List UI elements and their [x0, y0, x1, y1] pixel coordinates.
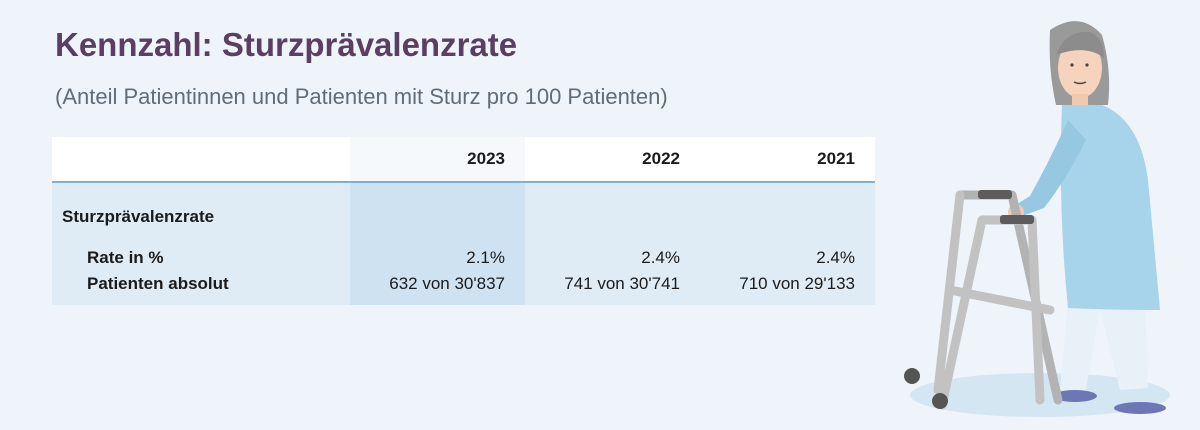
header-year-2021: 2021	[700, 137, 875, 183]
table-cell	[350, 182, 525, 241]
table-cell: 2.4%	[525, 241, 700, 271]
walker-grip	[978, 190, 1012, 199]
trousers	[1060, 300, 1148, 395]
table-cell: 632 von 30'837	[350, 271, 525, 305]
arm	[1014, 120, 1086, 216]
right-shoe	[1114, 402, 1166, 414]
walker-grip	[1000, 215, 1034, 224]
header-year-2023: 2023	[350, 137, 525, 183]
table-cell	[525, 182, 700, 241]
walker-wheel	[904, 368, 920, 384]
table-cell: 2.4%	[700, 241, 875, 271]
kpi-table: 2023 2022 2021 Sturzprävalenzrate Rate i…	[52, 137, 875, 305]
left-shoe	[1053, 390, 1097, 402]
section-label: Sturzprävalenzrate	[52, 182, 350, 241]
table-cell: 710 von 29'133	[700, 271, 875, 305]
left-eye	[1070, 63, 1074, 67]
row-label-rate: Rate in %	[52, 241, 350, 271]
hair-fringe	[1056, 31, 1104, 58]
table-cell: 741 von 30'741	[525, 271, 700, 305]
table-cell	[700, 182, 875, 241]
page-title: Kennzahl: Sturzprävalenzrate	[55, 26, 518, 63]
gown	[1060, 105, 1160, 310]
table-cell: 2.1%	[350, 241, 525, 271]
right-eye	[1085, 63, 1089, 67]
table-header-row: 2023 2022 2021	[52, 137, 875, 183]
row-label-absolute: Patienten absolut	[52, 271, 350, 305]
table-section-row: Sturzprävalenzrate	[52, 182, 875, 241]
face	[1058, 38, 1102, 98]
walker-wheel	[932, 393, 948, 409]
mouth	[1073, 81, 1087, 85]
table-row: Rate in % 2.1% 2.4% 2.4%	[52, 241, 875, 271]
elderly-woman-walker-illustration	[904, 21, 1170, 417]
table-row: Patienten absolut 632 von 30'837 741 von…	[52, 271, 875, 305]
page-subtitle: (Anteil Patientinnen und Patienten mit S…	[55, 84, 668, 109]
neck	[1072, 94, 1088, 108]
header-year-2022: 2022	[525, 137, 700, 183]
header-empty-cell	[52, 137, 350, 183]
